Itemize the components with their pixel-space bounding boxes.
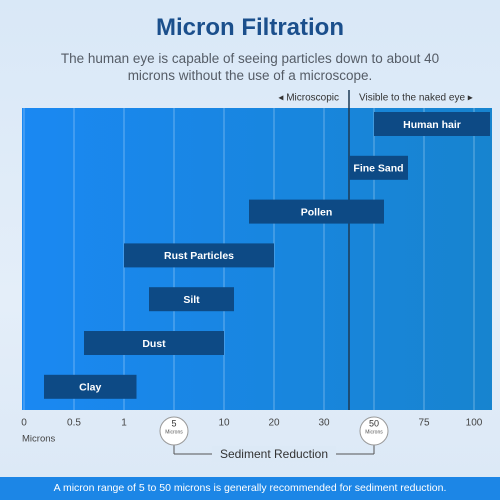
marker-unit: Microns <box>365 429 383 435</box>
x-axis-label: Microns <box>22 434 56 445</box>
marker <box>159 416 189 446</box>
bar-label: Dust <box>142 338 166 350</box>
x-tick-label: 30 <box>318 418 330 429</box>
bar-label: Rust Particles <box>164 250 234 262</box>
x-tick-label: 0.5 <box>67 418 81 429</box>
x-tick-label: 20 <box>268 418 280 429</box>
bar-label: Fine Sand <box>353 163 403 175</box>
bar <box>249 199 384 224</box>
bar <box>44 374 137 399</box>
threshold-right-label: Visible to the naked eye ▸ <box>359 93 473 104</box>
chart-title: Micron Filtration <box>156 14 344 41</box>
x-tick-label: 75 <box>418 418 430 429</box>
bar <box>124 243 274 268</box>
marker-unit: Microns <box>165 429 183 435</box>
bar-label: Pollen <box>301 206 333 218</box>
threshold-left-label: ◂ Microscopic <box>278 93 339 104</box>
marker <box>359 416 389 446</box>
bar <box>349 155 408 180</box>
x-tick-label: 0 <box>21 418 27 429</box>
bar-label: Clay <box>79 382 101 394</box>
bar-label: Silt <box>183 294 200 306</box>
bar <box>84 331 224 355</box>
bar <box>374 112 490 136</box>
footer-note: A micron range of 5 to 50 microns is gen… <box>0 477 500 500</box>
bar <box>149 287 234 312</box>
x-tick-label: 1 <box>121 418 127 429</box>
range-label: Sediment Reduction <box>220 447 328 461</box>
bar-label: Human hair <box>403 119 461 131</box>
x-tick-label: 10 <box>218 418 230 429</box>
chart-subtitle: The human eye is capable of seeing parti… <box>60 51 440 83</box>
marker-value: 5 <box>171 418 176 428</box>
x-tick-label: 100 <box>466 418 483 429</box>
marker-value: 50 <box>369 418 379 428</box>
range-label-bg <box>212 446 336 462</box>
